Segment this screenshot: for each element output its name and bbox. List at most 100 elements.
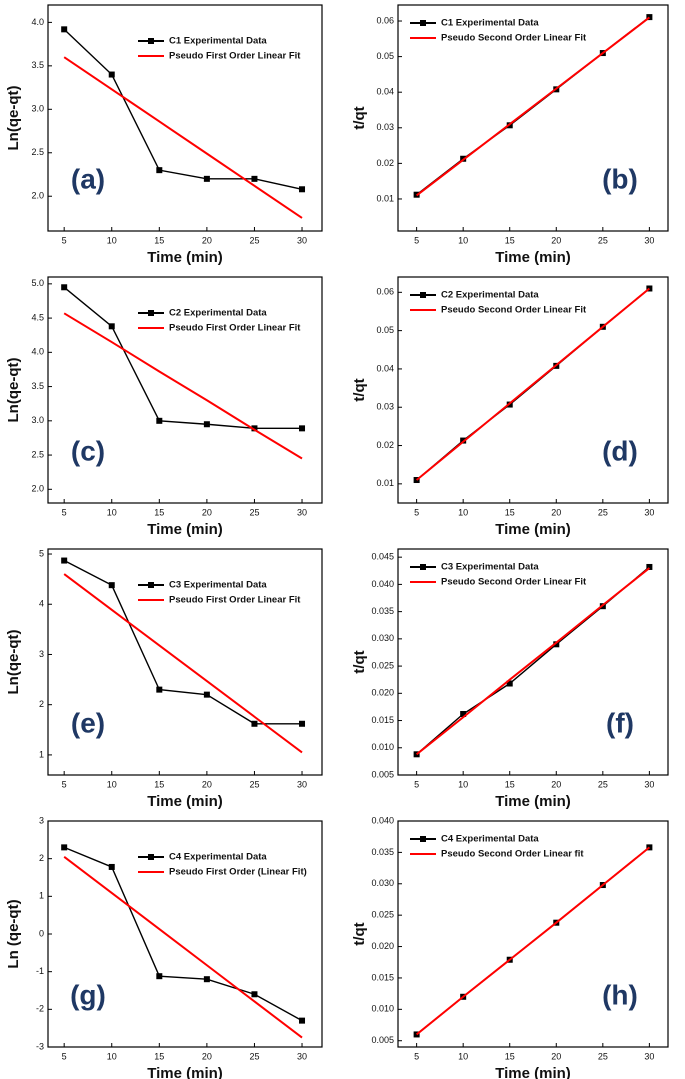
y-tick-label: 0.020 [371, 941, 394, 951]
x-tick-label: 25 [598, 235, 608, 245]
data-point [156, 417, 163, 424]
data-point [299, 425, 306, 432]
y-axis-label: Ln(qe-qt) [5, 358, 22, 423]
y-tick-label: -1 [36, 966, 44, 976]
x-axis-label: Time (min) [147, 521, 223, 538]
legend-label: C2 Experimental Data [441, 290, 539, 301]
x-tick-label: 15 [505, 1051, 515, 1061]
data-point [108, 323, 115, 330]
x-tick-label: 10 [107, 1051, 117, 1061]
x-tick-label: 15 [505, 779, 515, 789]
chart-panel: 1 2 3 4 5 5 10 15 20 25 30 Time (min) Ln(qe-qt) (e) C3… [5, 548, 323, 810]
x-axis-label: Time (min) [147, 793, 223, 810]
fit-line [415, 846, 651, 1036]
x-tick-label: 10 [458, 235, 468, 245]
data-point [156, 686, 163, 693]
plot-frame [397, 276, 669, 504]
y-tick-label: 0.01 [376, 478, 394, 488]
fit-line [63, 573, 303, 754]
legend-marker [148, 854, 154, 860]
x-tick-label: 25 [249, 507, 259, 517]
legend-marker [420, 20, 426, 26]
panel-label: (c) [71, 435, 105, 466]
y-tick-label: 0.02 [376, 440, 394, 450]
x-tick-label: 30 [644, 779, 654, 789]
x-axis-label: Time (min) [495, 793, 571, 810]
legend-marker [148, 310, 154, 316]
x-tick-label: 25 [598, 1051, 608, 1061]
y-tick-label: 5 [39, 548, 44, 558]
y-axis-label: t/qt [351, 106, 368, 129]
x-axis-label: Time (min) [495, 1065, 571, 1079]
x-tick-label: 5 [414, 1051, 419, 1061]
y-axis-label: t/qt [351, 650, 368, 673]
plot-frame [397, 820, 669, 1048]
chart-panel: 0.005 0.010 0.015 0.020 0.025 0.030 0.035 0.040… [351, 548, 669, 810]
legend-label: C3 Experimental Data [441, 562, 539, 573]
x-tick-label: 25 [249, 1051, 259, 1061]
data-point [299, 720, 306, 727]
y-tick-label: 0.015 [371, 972, 394, 982]
data-point [460, 711, 467, 718]
panel-label: (d) [602, 435, 638, 466]
data-point [506, 680, 513, 687]
x-tick-label: 20 [202, 1051, 212, 1061]
y-tick-label: 0.01 [376, 193, 394, 203]
x-tick-label: 30 [297, 507, 307, 517]
panel-label: (f) [606, 707, 634, 738]
legend-marker [148, 582, 154, 588]
legend-label: Pseudo First Order Linear Fit [169, 595, 301, 606]
legend-label: C2 Experimental Data [169, 308, 267, 319]
y-tick-label: 4.5 [31, 312, 44, 322]
x-axis-label: Time (min) [147, 1065, 223, 1079]
y-tick-label: 0.03 [376, 402, 394, 412]
y-tick-label: 0.03 [376, 122, 394, 132]
y-tick-label: 0.010 [371, 1004, 394, 1014]
y-tick-label: 0.04 [376, 87, 394, 97]
y-tick-label: 5.0 [31, 278, 44, 288]
data-point [61, 557, 68, 564]
x-tick-label: 20 [551, 507, 561, 517]
x-tick-label: 10 [458, 779, 468, 789]
y-tick-label: -3 [36, 1041, 44, 1051]
fit-line [63, 56, 303, 219]
y-tick-label: 0.025 [371, 910, 394, 920]
legend-label: C3 Experimental Data [169, 580, 267, 591]
x-tick-label: 15 [154, 235, 164, 245]
data-point [203, 976, 210, 983]
plot-frame [47, 276, 323, 504]
y-tick-label: 0.040 [371, 815, 394, 825]
y-axis-label: t/qt [351, 378, 368, 401]
y-tick-label: 2 [39, 853, 44, 863]
y-tick-label: 2.5 [31, 449, 44, 459]
chart-panel: 0.01 0.02 0.03 0.04 0.05 0.06 5 10 15 20 25 30 Time … [351, 4, 669, 266]
x-tick-label: 5 [62, 507, 67, 517]
x-tick-label: 25 [598, 779, 608, 789]
y-tick-label: 3.0 [31, 104, 44, 114]
legend-label: Pseudo First Order (Linear Fit) [169, 867, 307, 878]
chart-panel: 0.01 0.02 0.03 0.04 0.05 0.06 5 10 15 20 25 30 Time … [351, 276, 669, 538]
x-axis-label: Time (min) [147, 249, 223, 266]
x-tick-label: 25 [598, 507, 608, 517]
fit-line [63, 312, 303, 460]
data-point [108, 71, 115, 78]
y-tick-label: 3 [39, 649, 44, 659]
x-tick-label: 20 [551, 1051, 561, 1061]
data-line [63, 28, 303, 190]
legend-marker [420, 564, 426, 570]
plot-frame [47, 548, 323, 776]
legend-label: Pseudo First Order Linear Fit [169, 323, 301, 334]
x-tick-label: 20 [202, 779, 212, 789]
fit-line [415, 567, 651, 756]
y-tick-label: 0.06 [376, 287, 394, 297]
y-tick-label: 0.005 [371, 769, 394, 779]
y-tick-label: -2 [36, 1004, 44, 1014]
data-point [108, 863, 115, 870]
legend-marker [420, 836, 426, 842]
chart-panel: 2.0 2.5 3.0 3.5 4.0 4.5 5.0 5 10 15 20 25 30 Time (mi… [5, 276, 323, 538]
legend-marker [420, 292, 426, 298]
data-point [156, 167, 163, 174]
x-tick-label: 5 [414, 235, 419, 245]
y-tick-label: 4.0 [31, 17, 44, 27]
